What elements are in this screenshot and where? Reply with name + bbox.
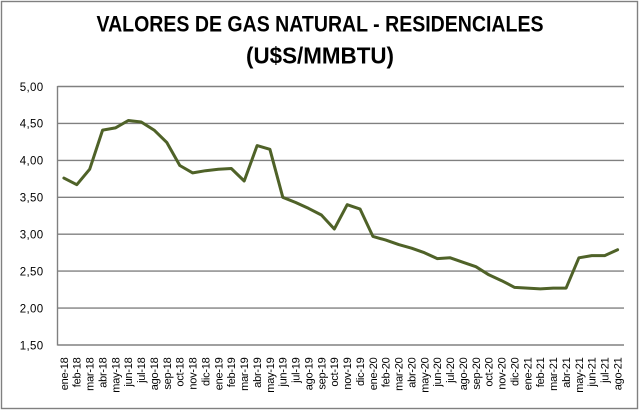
svg-text:2,00: 2,00 — [20, 303, 44, 315]
svg-text:abr-21: abr-21 — [561, 357, 573, 387]
svg-text:feb-21: feb-21 — [535, 357, 547, 387]
svg-text:jun-19: jun-19 — [278, 357, 290, 387]
svg-text:3,50: 3,50 — [20, 193, 44, 205]
svg-text:feb-20: feb-20 — [381, 357, 393, 387]
svg-text:abr-20: abr-20 — [407, 357, 419, 387]
svg-text:VALORES DE GAS NATURAL - RESID: VALORES DE GAS NATURAL - RESIDENCIALES — [97, 12, 544, 37]
svg-text:may-19: may-19 — [265, 357, 277, 392]
svg-text:ene-19: ene-19 — [213, 357, 225, 390]
svg-text:nov-20: nov-20 — [497, 357, 509, 389]
svg-text:may-18: may-18 — [110, 357, 122, 392]
svg-text:ene-18: ene-18 — [59, 357, 71, 390]
svg-text:dic-20: dic-20 — [510, 357, 522, 386]
svg-text:ago-18: ago-18 — [149, 357, 161, 390]
svg-text:nov-18: nov-18 — [188, 357, 200, 389]
svg-text:3,00: 3,00 — [20, 230, 44, 242]
svg-text:1,50: 1,50 — [20, 340, 44, 352]
svg-text:feb-18: feb-18 — [72, 357, 84, 387]
svg-text:dic-19: dic-19 — [355, 357, 367, 386]
svg-text:jul-19: jul-19 — [291, 357, 303, 384]
svg-text:abr-19: abr-19 — [252, 357, 264, 387]
svg-text:mar-18: mar-18 — [85, 357, 97, 390]
svg-text:nov-19: nov-19 — [342, 357, 354, 389]
svg-text:jun-20: jun-20 — [432, 357, 444, 387]
svg-text:jun-21: jun-21 — [587, 357, 599, 387]
svg-text:jun-18: jun-18 — [123, 357, 135, 387]
svg-text:sep-20: sep-20 — [471, 357, 483, 389]
svg-text:dic-18: dic-18 — [201, 357, 213, 386]
svg-text:oct-19: oct-19 — [329, 357, 341, 386]
svg-text:may-20: may-20 — [419, 357, 431, 392]
svg-text:ene-20: ene-20 — [368, 357, 380, 390]
svg-text:ago-19: ago-19 — [304, 357, 316, 390]
svg-text:(U$S/MMBTU): (U$S/MMBTU) — [246, 42, 394, 68]
svg-text:4,00: 4,00 — [20, 156, 44, 168]
svg-text:sep-18: sep-18 — [162, 357, 174, 389]
svg-text:ago-20: ago-20 — [458, 357, 470, 390]
svg-text:5,00: 5,00 — [20, 82, 44, 94]
svg-text:mar-21: mar-21 — [548, 357, 560, 390]
svg-text:oct-18: oct-18 — [175, 357, 187, 386]
svg-text:jul-21: jul-21 — [600, 357, 612, 384]
svg-text:2,50: 2,50 — [20, 266, 44, 278]
svg-text:mar-20: mar-20 — [394, 357, 406, 390]
svg-text:ene-21: ene-21 — [522, 357, 534, 390]
svg-text:ago-21: ago-21 — [613, 357, 625, 390]
svg-text:mar-19: mar-19 — [239, 357, 251, 390]
svg-text:oct-20: oct-20 — [484, 357, 496, 386]
svg-text:feb-19: feb-19 — [226, 357, 238, 387]
svg-text:jul-20: jul-20 — [445, 357, 457, 384]
svg-text:may-21: may-21 — [574, 357, 586, 392]
svg-text:4,50: 4,50 — [20, 119, 44, 131]
svg-text:sep-19: sep-19 — [316, 357, 328, 389]
svg-text:abr-18: abr-18 — [98, 357, 110, 387]
svg-text:jul-18: jul-18 — [136, 357, 148, 384]
